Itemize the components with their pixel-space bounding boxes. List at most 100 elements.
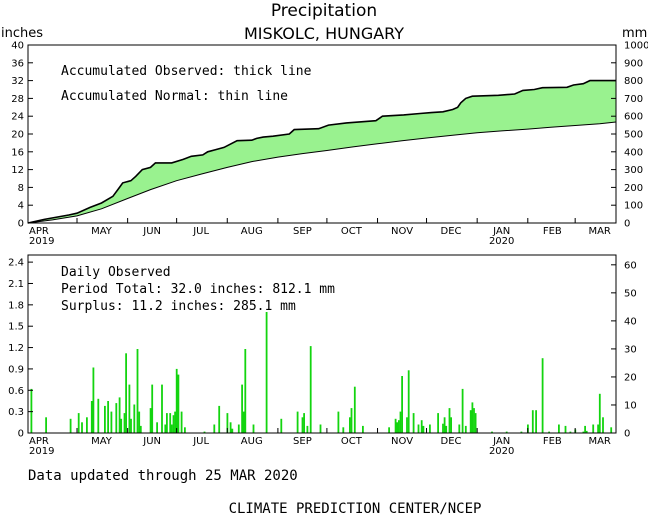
y-tick-label-right: 200: [624, 183, 643, 194]
daily-bar: [531, 410, 534, 433]
daily-bar: [123, 413, 126, 433]
top-right-axis: 0 100 200 300 400 500 600 700 800 900 1000: [611, 41, 648, 230]
daily-bar: [118, 397, 121, 433]
daily-bar: [548, 431, 550, 433]
y-tick-label-right: 600: [624, 112, 643, 123]
daily-bar: [203, 431, 206, 433]
y-tick-label-right: 500: [624, 130, 643, 141]
daily-bar: [280, 418, 283, 433]
x-tick-label: OCT: [341, 226, 363, 237]
daily-bar: [107, 401, 109, 433]
accumulated-panel: inches mm Accumulated Observed: thick li…: [1, 26, 648, 247]
top-left-axis: 0 4 8 12 16 20 24 28 32 36 40: [11, 41, 33, 230]
y-tick-label-right: 40: [624, 316, 637, 327]
year-label: 2019: [29, 446, 54, 457]
bottom-plot-frame: [27, 254, 617, 434]
year-label: 2019: [29, 236, 54, 247]
x-tick-label: DEC: [441, 226, 462, 237]
y-tick-label: 1.2: [8, 343, 24, 354]
daily-bar: [149, 408, 152, 433]
daily-bar: [407, 370, 410, 433]
daily-bar: [396, 422, 399, 433]
daily-bar: [130, 418, 132, 433]
surplus-fill: [28, 80, 616, 223]
x-tick-label: AUG: [241, 436, 263, 447]
top-x-axis: APR MAY JUN JUL AUG SEP OCT NOV DEC JAN FEB MAR 2019…: [27, 218, 611, 247]
y-tick-label: 0: [18, 219, 24, 230]
x-tick-label: MAR: [588, 436, 610, 447]
daily-bar: [464, 425, 467, 433]
y-tick-label: 1.5: [8, 322, 24, 333]
y-tick-label-right: 800: [624, 76, 643, 87]
daily-bar: [296, 411, 299, 433]
daily-bar: [461, 388, 464, 433]
daily-bar: [471, 402, 474, 433]
y-tick-label-right: 20: [624, 372, 637, 383]
x-tick-label: MAY: [91, 436, 113, 447]
daily-bar: [429, 424, 431, 433]
daily-bar: [86, 417, 88, 433]
daily-bar: [136, 349, 139, 433]
daily-bar: [319, 424, 322, 433]
y-tick-label-right: 50: [624, 288, 637, 299]
daily-panel: Daily Observed Period Total: 32.0 inches…: [8, 254, 637, 457]
bottom-left-axis: 0 0.3 0.6 0.9 1.2 1.5 1.8 2.1 2.4: [8, 258, 33, 440]
daily-bars: [30, 312, 613, 433]
daily-bar: [450, 417, 452, 433]
x-tick-label: FEB: [543, 226, 562, 237]
daily-bar: [412, 413, 415, 433]
daily-bar: [598, 393, 601, 433]
daily-bar: [401, 376, 403, 433]
daily-bar: [180, 411, 183, 433]
y-tick-label: 24: [11, 112, 24, 123]
x-tick-label: JUN: [142, 436, 161, 447]
daily-bar: [309, 346, 312, 433]
x-tick-label: JUN: [142, 226, 161, 237]
y-tick-label-right: 100: [624, 201, 643, 212]
daily-bar: [443, 417, 446, 433]
daily-bar: [422, 425, 425, 433]
daily-bar: [242, 411, 245, 433]
daily-bar: [301, 417, 304, 433]
normal-line: [27, 121, 617, 224]
source-credit: CLIMATE PREDICTION CENTER/NCEP: [229, 501, 482, 517]
legend-period-total: Period Total: 32.0 inches: 812.1 mm: [61, 282, 335, 297]
daily-bar: [491, 431, 493, 433]
daily-bar: [151, 384, 154, 433]
daily-bar: [166, 413, 168, 433]
y-tick-label-right: 0: [624, 219, 630, 230]
daily-bar: [582, 431, 585, 433]
daily-bar: [218, 405, 221, 433]
y-tick-label-right: 0: [624, 429, 630, 440]
x-tick-label: DEC: [441, 436, 462, 447]
legend-surplus: Surplus: 11.2 inches: 285.1 mm: [61, 299, 296, 314]
daily-bar: [342, 427, 345, 433]
x-tick-label: AUG: [241, 226, 263, 237]
daily-bar: [541, 358, 544, 433]
y-tick-label-right: 1000: [624, 41, 648, 52]
y-tick-label: 20: [11, 130, 24, 141]
daily-bar: [229, 422, 232, 433]
daily-bar: [362, 425, 364, 433]
daily-bar: [69, 418, 72, 433]
legend-observed: Accumulated Observed: thick line: [61, 64, 312, 79]
daily-bar: [350, 408, 353, 433]
x-tick-label: JUL: [192, 436, 209, 447]
daily-bar: [353, 386, 356, 433]
y-tick-label-right: 400: [624, 147, 643, 158]
daily-bar: [156, 422, 158, 433]
left-unit-label: inches: [1, 26, 43, 41]
daily-bar: [115, 403, 118, 433]
daily-bar: [133, 404, 136, 433]
x-tick-label: APR: [29, 436, 49, 447]
x-tick-label: NOV: [391, 226, 413, 237]
daily-bar: [520, 431, 523, 433]
daily-bar: [442, 423, 444, 433]
y-tick-label: 8: [18, 183, 24, 194]
y-tick-label: 2.4: [8, 258, 24, 269]
y-tick-label-right: 30: [624, 344, 637, 355]
y-tick-label: 16: [11, 147, 24, 158]
daily-bar: [110, 411, 113, 433]
daily-bar: [77, 413, 80, 433]
daily-bar: [177, 374, 180, 433]
